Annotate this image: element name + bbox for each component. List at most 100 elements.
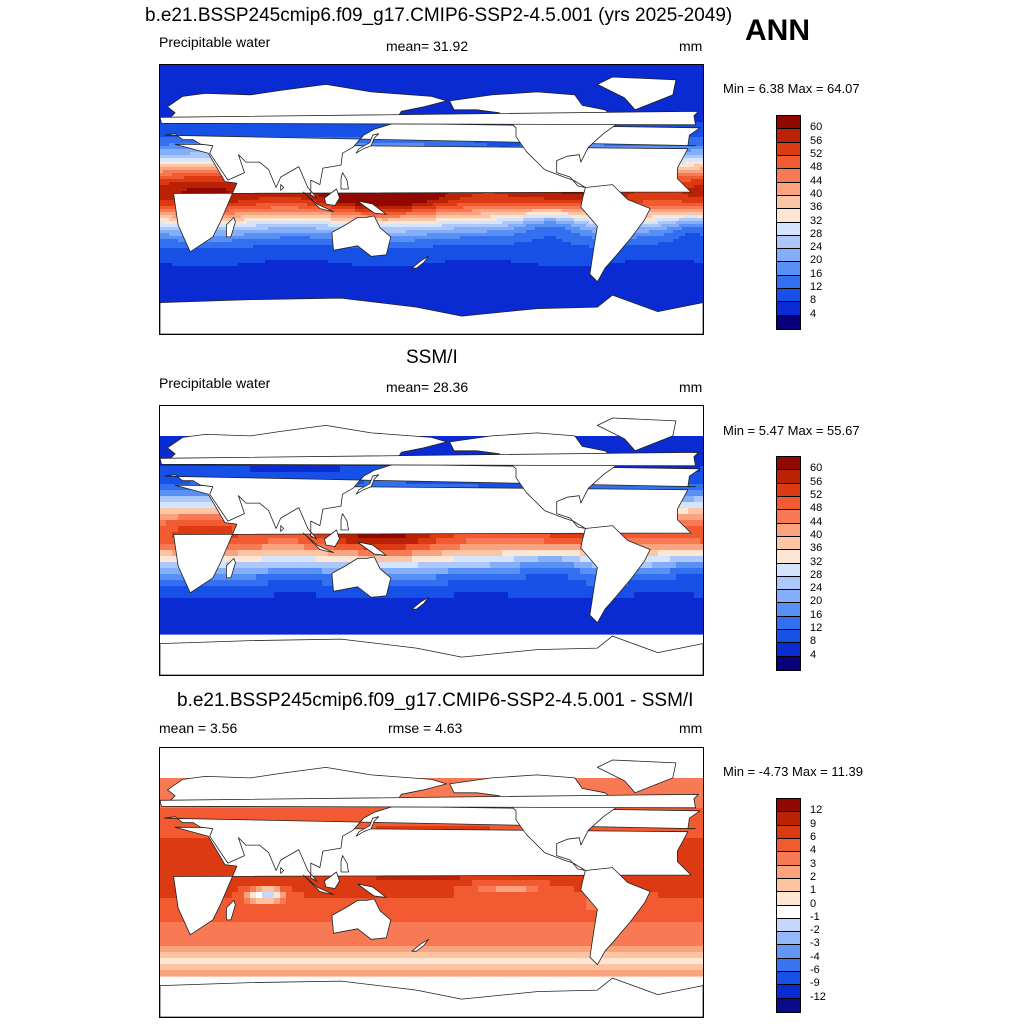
colorbar-tick-label: 36 [810,543,822,554]
colorbar-swatch [777,470,800,484]
coastline-borneo [324,871,340,889]
colorbar-tick-label: 2 [810,871,816,883]
colorbar-tick-label: -3 [810,938,820,949]
coastline-japan [355,133,380,154]
colorbar-tick-label: 20 [810,596,822,607]
colorbar-swatch [777,563,800,577]
coastline-uk [160,451,699,467]
land-masks [160,759,703,1017]
coastline-samerica [580,184,651,283]
minmax-label: Min = -4.73 Max = 11.39 [723,765,863,778]
colorbar-swatch [777,550,800,564]
colorbar-tick-label: 24 [810,242,822,253]
map-canvas [160,65,703,334]
colorbar-swatch [777,222,800,236]
colorbar-swatch [777,945,800,959]
coastline-australia [331,215,392,257]
map-canvas [160,759,703,1017]
coastline-newguinea [357,541,387,556]
colorbar-swatch [777,169,800,183]
map-canvas [160,417,703,675]
colorbar-swatch [777,878,800,893]
colorbar-tick-label: 9 [810,818,816,830]
colorbar-tick-label: 8 [810,295,816,306]
coastline-newguinea [357,883,387,898]
colorbar-swatch [777,576,800,591]
colorbar-tick-label: -12 [810,991,826,1003]
colorbar-tick-label: 48 [810,503,822,514]
colorbar-tick-label: -4 [810,951,820,963]
colorbar-tick-label: -6 [810,965,820,976]
colorbar-swatch [777,483,800,497]
coastline-uk [160,793,699,809]
coastline-nz [411,596,429,610]
panel-left-label: Precipitable water [159,35,270,49]
field-cells [160,65,703,334]
colorbar-tick-label: 1 [810,885,816,896]
panel-left-label: Precipitable water [159,376,270,390]
colorbar-swatch [777,315,800,329]
colorbar-tick-label: -2 [810,925,820,936]
map-diff [159,747,704,1018]
colorbar-tick-label: 28 [810,228,822,240]
colorbar-swatch [777,643,800,657]
map-model [159,64,704,335]
colorbar-swatch [777,195,800,210]
colorbar-tick-label: 56 [810,135,822,147]
colorbar-swatch [777,209,800,223]
colorbar-tick-label: 8 [810,636,816,647]
colorbar-swatch [777,998,800,1012]
colorbar-swatch [777,958,800,973]
colorbar-tick-label: 36 [810,202,822,213]
coastline-newguinea [357,200,387,215]
coastline-eurasia [164,84,701,199]
coastline-australia [331,898,392,940]
panel-units-label: mm [679,380,702,394]
colorbar-swatch [777,972,800,986]
colorbar-swatch [777,852,800,866]
colorbar-tick-label: 0 [810,898,816,910]
colorbar-swatch [777,302,800,316]
colorbar-tick-label: 44 [810,516,822,528]
panel-mean-label: mean= 28.36 [386,380,468,394]
coastline-australia [331,556,392,598]
colorbar-swatch [777,825,800,839]
colorbar-tick-label: 4 [810,649,816,661]
panel-title-diff: b.e21.BSSP245cmip6.f09_g17.CMIP6-SSP2-4.… [177,691,693,710]
colorbar-swatch [777,275,800,290]
colorbar-swatch [777,235,800,250]
coastline-philippines [340,855,349,873]
coastline-greenland [597,76,677,111]
colorbar-swatch [777,603,800,617]
colorbar-swatch [777,616,800,631]
colorbar-swatch [777,985,800,999]
season-label: ANN [745,16,810,46]
panel-units-label: mm [679,721,702,735]
coastline-borneo [324,188,340,206]
colorbar-swatch [777,289,800,303]
panel-mean-label: mean = 3.56 [159,721,237,735]
map-obs [159,405,704,676]
coastline-madagascar [226,900,236,921]
coastline-japan [355,816,380,837]
colorbar-swatch [777,656,800,670]
colorbar-swatch [777,905,800,919]
colorbar-tick-label: 6 [810,831,816,843]
colorbar-swatch [777,249,800,263]
colorbar-tick-label: 16 [810,268,822,280]
colorbar-tick-label: 16 [810,609,822,621]
colorbar-tick-label: 4 [810,845,816,856]
colorbar-tick-label: 40 [810,529,822,541]
colorbar-swatch [777,812,800,826]
colorbar-swatch [777,892,800,906]
colorbar-swatch [777,142,800,156]
land-masks [160,76,703,334]
coastline-uk [160,110,699,126]
colorbar-tick-label: 44 [810,175,822,187]
coastline-nz [411,938,429,952]
colorbar-tick-label: 12 [810,623,822,634]
colorbar-tick-label: 12 [810,282,822,293]
panel-rmse-label: rmse = 4.63 [388,721,462,735]
panel-title-obs: SSM/I [406,348,458,367]
coastline-madagascar [226,217,236,238]
